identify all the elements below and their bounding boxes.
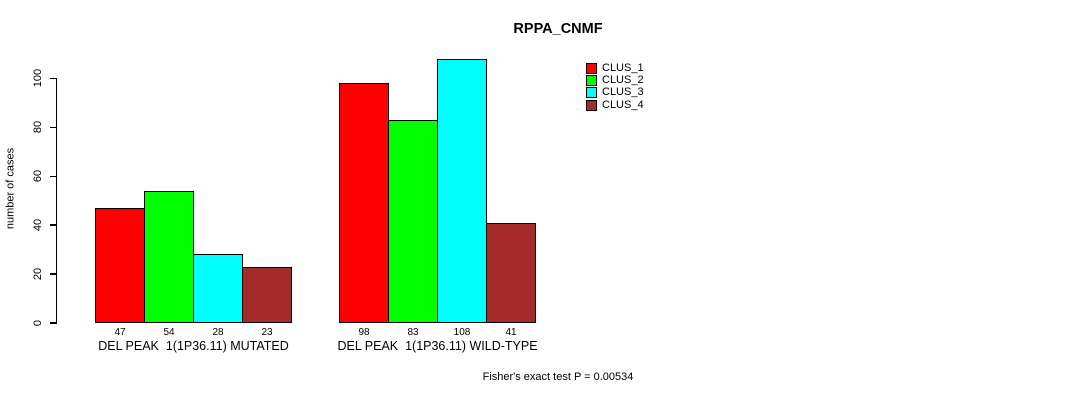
legend-item: CLUS_2 xyxy=(586,74,644,87)
group-label: DEL PEAK 1(1P36.11) MUTATED xyxy=(98,339,289,353)
y-tick-label: 40 xyxy=(32,218,44,232)
bar-clus_4 xyxy=(486,223,536,323)
legend-item: CLUS_3 xyxy=(586,87,644,99)
y-tick-label: 20 xyxy=(32,267,44,281)
bar-value-label: 108 xyxy=(453,327,471,338)
legend-swatch xyxy=(586,87,597,99)
y-tick-label: 80 xyxy=(32,121,44,134)
bar-value-label: 28 xyxy=(212,327,224,338)
bar-value-label: 47 xyxy=(114,327,126,338)
bar-value-label: 54 xyxy=(163,327,175,338)
legend-label: CLUS_1 xyxy=(602,61,644,74)
group-label: DEL PEAK 1(1P36.11) WILD-TYPE xyxy=(337,339,538,353)
y-tick-mark xyxy=(50,77,57,79)
bar-clus_1 xyxy=(95,208,145,323)
bar-clus_2 xyxy=(144,191,194,323)
y-tick-label: 60 xyxy=(32,170,44,183)
legend-label: CLUS_2 xyxy=(602,74,644,87)
legend-item: CLUS_1 xyxy=(586,62,644,74)
legend-swatch xyxy=(586,62,597,74)
y-tick-mark xyxy=(50,126,57,128)
legend-swatch xyxy=(586,99,597,111)
legend-label: CLUS_4 xyxy=(602,98,644,111)
legend-item: CLUS_4 xyxy=(586,99,644,111)
footnote-fisher-test: Fisher's exact test P = 0.00534 xyxy=(482,371,634,383)
bar-clus_1 xyxy=(339,83,389,323)
y-tick-mark xyxy=(50,273,57,275)
bar-clus_4 xyxy=(242,267,292,323)
legend-label: CLUS_3 xyxy=(602,86,644,99)
bar-clus_3 xyxy=(193,254,243,323)
bar-value-label: 23 xyxy=(261,327,273,338)
y-axis-label: number of cases xyxy=(4,147,17,230)
y-tick-label: 0 xyxy=(32,319,44,327)
bar-clus_3 xyxy=(437,59,487,323)
y-tick-mark xyxy=(50,224,57,226)
bar-value-label: 83 xyxy=(407,327,419,338)
chart-title: RPPA_CNMF xyxy=(513,21,603,37)
y-tick-label: 100 xyxy=(32,69,44,88)
legend: CLUS_1 CLUS_2 CLUS_3 CLUS_4 xyxy=(586,62,644,112)
y-axis-line xyxy=(56,78,58,323)
bar-clus_2 xyxy=(388,120,438,323)
bar-value-label: 41 xyxy=(505,327,517,338)
legend-swatch xyxy=(586,75,597,87)
bar-value-label: 98 xyxy=(358,327,370,338)
y-tick-mark xyxy=(50,322,57,324)
y-tick-mark xyxy=(50,175,57,177)
